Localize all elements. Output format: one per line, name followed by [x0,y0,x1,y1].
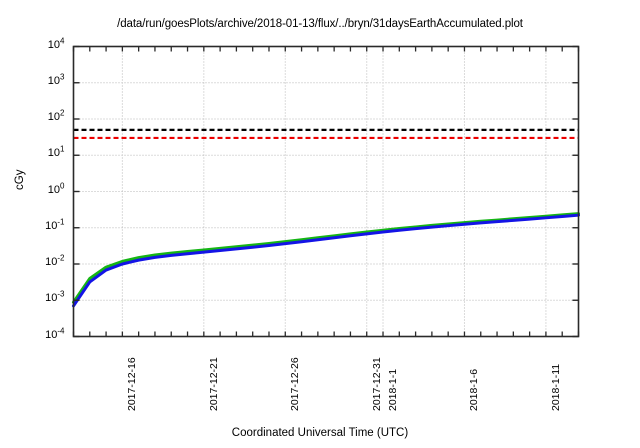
y-tick-label: 10-3 [45,289,65,305]
y-tick-mantissa: 10 [47,147,61,160]
y-tick-exponent: 2 [60,108,65,118]
y-tick-mantissa: 10 [45,292,58,305]
y-tick-exponent: -3 [57,289,65,299]
y-tick-exponent: 1 [60,144,65,154]
x-tick-label: 2017-12-31 [370,356,383,411]
y-tick-label: 100 [47,180,65,196]
threshold-layer [73,128,579,140]
tick-layer [72,45,580,338]
series-layer [72,212,580,308]
y-tick-exponent: -1 [57,217,65,227]
y-tick-exponent: 3 [60,72,65,82]
x-tick-label: 2018-1-11 [549,363,562,411]
y-tick-mantissa: 10 [47,74,61,87]
y-tick-label: 104 [47,35,65,51]
y-tick-mantissa: 10 [47,38,61,51]
y-tick-mantissa: 10 [45,219,58,232]
x-axis-title: Coordinated Universal Time (UTC) [231,427,409,439]
x-tick-label: 2017-12-26 [289,356,302,411]
y-tick-label: 103 [47,72,65,87]
x-tick-label: 2017-12-21 [207,356,220,411]
y-tick-label: 10-2 [45,253,65,268]
y-tick-mantissa: 10 [45,256,58,268]
y-tick-exponent: -4 [57,325,65,335]
y-tick-label: 10-1 [45,217,65,232]
x-tick-label: 2018-1-1 [387,368,400,411]
y-tick-label: 10-4 [45,325,65,341]
x-tick-label: 2018-1-6 [468,368,481,411]
chart-title: /data/run/goesPlots/archive/2018-01-13/f… [117,18,523,30]
x-tick-label: 2017-12-16 [126,356,139,411]
y-tick-exponent: 4 [60,35,65,45]
y-tick-label: 101 [47,144,65,160]
y-tick-mantissa: 10 [45,328,58,341]
y-tick-mantissa: 10 [47,111,61,123]
y-tick-label: 102 [47,108,65,123]
y-tick-mantissa: 10 [47,183,61,196]
y-tick-exponent: -2 [57,253,65,263]
grid-layer [73,46,579,337]
y-tick-exponent: 0 [60,180,65,190]
